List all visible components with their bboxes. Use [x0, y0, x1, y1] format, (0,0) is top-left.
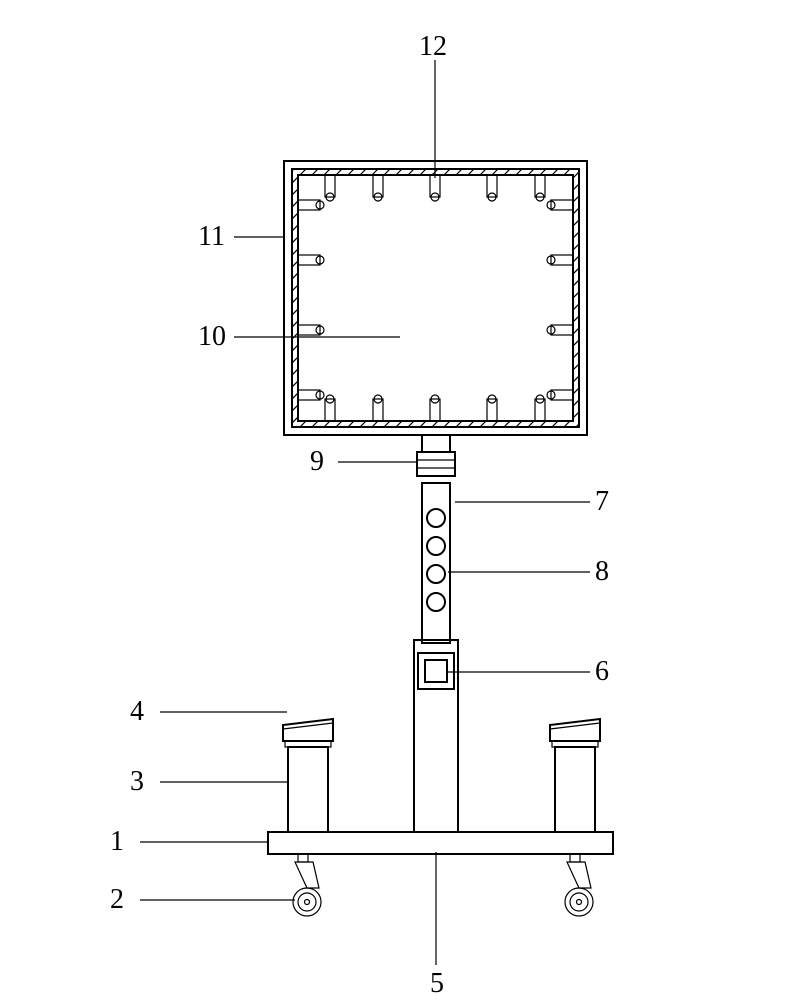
- clip: [547, 390, 573, 400]
- adjust-hole-4: [427, 593, 445, 611]
- label-3: 3: [130, 766, 144, 797]
- clip: [487, 175, 497, 201]
- clip: [547, 255, 573, 265]
- adjust-hole-1: [427, 509, 445, 527]
- label-7: 7: [595, 486, 609, 517]
- post-boss: [418, 653, 454, 689]
- clip: [547, 325, 573, 335]
- label-4: 4: [130, 696, 144, 727]
- label-12: 12: [419, 31, 447, 62]
- label-6: 6: [595, 656, 609, 687]
- clip: [547, 200, 573, 210]
- box-cavity: [298, 175, 573, 421]
- clip: [373, 175, 383, 201]
- clip: [430, 395, 440, 421]
- caster-2: [565, 854, 593, 916]
- label-10: 10: [198, 321, 226, 352]
- technical-figure: 123456789101112: [0, 0, 797, 1000]
- caster-1: [293, 854, 321, 916]
- clip: [535, 175, 545, 201]
- box-wall-hatch: [0, 169, 797, 443]
- center-post: [414, 640, 458, 832]
- clip: [373, 395, 383, 421]
- clip: [325, 175, 335, 201]
- inner-post: [422, 483, 450, 643]
- base-plate: [268, 832, 613, 854]
- box-wall-inner: [292, 169, 579, 427]
- post-square-hole: [425, 660, 447, 682]
- clip: [487, 395, 497, 421]
- label-2: 2: [110, 884, 124, 915]
- label-1: 1: [110, 826, 124, 857]
- neck: [422, 435, 450, 452]
- clip: [325, 395, 335, 421]
- clip: [298, 325, 324, 335]
- clip: [535, 395, 545, 421]
- clip: [298, 390, 324, 400]
- adjust-hole-2: [427, 537, 445, 555]
- clip: [298, 200, 324, 210]
- armrest-1: [283, 719, 333, 832]
- armrest-2: [550, 719, 600, 832]
- label-8: 8: [595, 556, 609, 587]
- label-5: 5: [430, 968, 444, 999]
- clip: [430, 175, 440, 201]
- clip: [298, 255, 324, 265]
- collar: [417, 452, 455, 476]
- adjust-hole-3: [427, 565, 445, 583]
- label-9: 9: [310, 446, 324, 477]
- label-11: 11: [198, 221, 225, 252]
- box-outer: [284, 161, 587, 435]
